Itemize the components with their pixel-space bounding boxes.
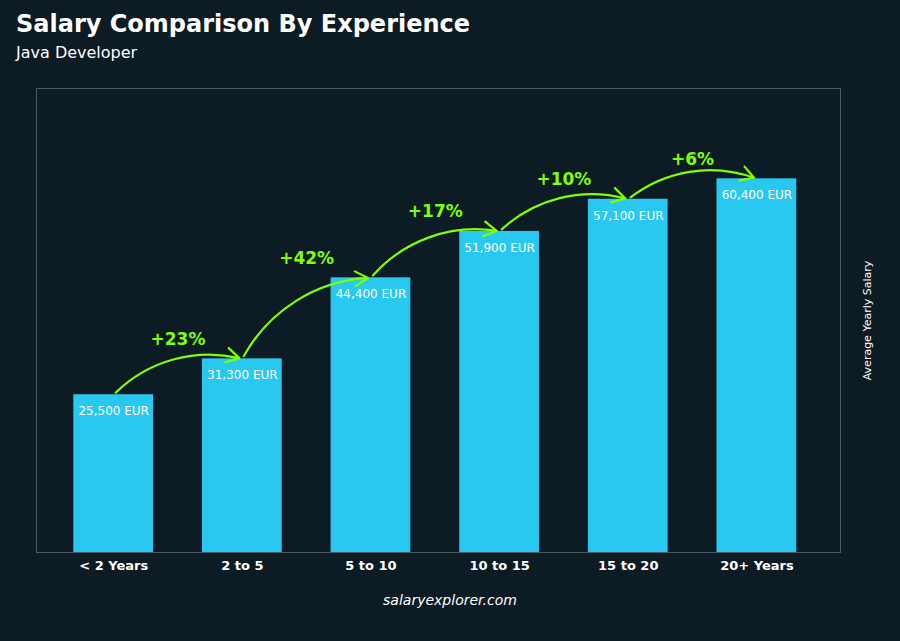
svg-text:60,400 EUR: 60,400 EUR (722, 188, 793, 202)
svg-text:10 to 15: 10 to 15 (469, 558, 529, 573)
svg-text:51,900 EUR: 51,900 EUR (464, 241, 535, 255)
svg-text:+10%: +10% (536, 169, 591, 189)
svg-text:2 to 5: 2 to 5 (221, 558, 263, 573)
html-text:salaryexplorer.com: salaryexplorer.com (383, 592, 517, 608)
svg-text:< 2 Years: < 2 Years (79, 558, 148, 573)
svg-text:+42%: +42% (279, 248, 334, 268)
html-text:Salary Comparison By Experienc: Salary Comparison By Experience (16, 10, 471, 38)
html-text:Java Developer: Java Developer (16, 43, 138, 62)
svg-text:44,400 EUR: 44,400 EUR (336, 287, 407, 301)
svg-text:25,500 EUR: 25,500 EUR (78, 404, 149, 418)
svg-text:31,300 EUR: 31,300 EUR (207, 368, 278, 382)
svg-text:20+ Years: 20+ Years (720, 558, 794, 573)
svg-text:+17%: +17% (408, 201, 463, 221)
svg-text:15 to 20: 15 to 20 (598, 558, 658, 573)
svg-text:5 to 10: 5 to 10 (345, 558, 396, 573)
svg-text:57,100 EUR: 57,100 EUR (593, 209, 664, 223)
svg-text:Average Yearly Salary: Average Yearly Salary (861, 260, 874, 380)
svg-text:+6%: +6% (671, 149, 714, 169)
svg-text:+23%: +23% (151, 329, 206, 349)
